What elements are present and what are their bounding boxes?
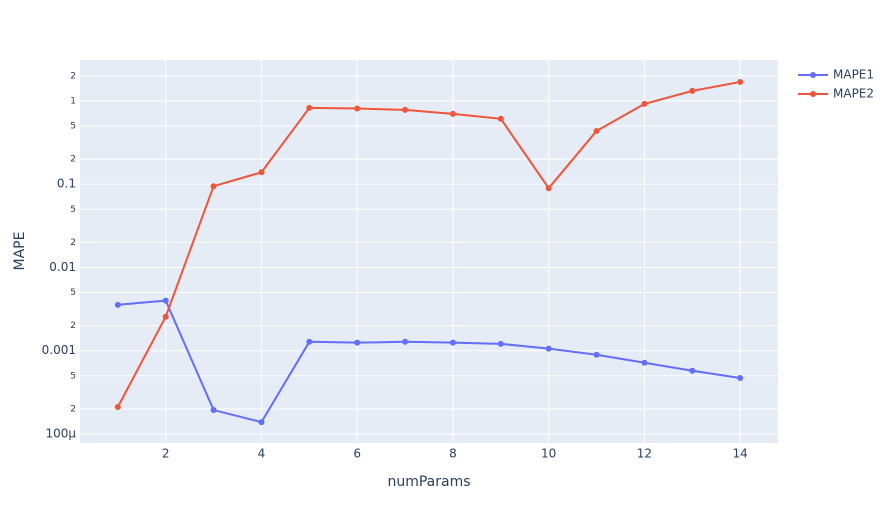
data-point xyxy=(162,313,169,320)
plot-area xyxy=(80,60,778,443)
data-point xyxy=(689,367,696,374)
series-line xyxy=(117,299,741,424)
y-tick-label: 5 xyxy=(70,121,76,131)
y-tick-label: 0.1 xyxy=(57,177,76,191)
y-tick-label: 5 xyxy=(70,371,76,381)
data-point xyxy=(689,87,696,94)
data-point xyxy=(258,169,265,176)
data-point xyxy=(114,404,121,411)
data-point xyxy=(402,106,409,113)
x-tick-label: 2 xyxy=(162,447,170,461)
y-axis-title: MAPE xyxy=(12,232,28,271)
y-tick-label: 2 xyxy=(70,404,76,414)
series-line xyxy=(116,80,741,408)
data-point xyxy=(497,115,504,122)
legend-marker xyxy=(810,91,816,97)
data-point xyxy=(114,301,121,308)
data-point xyxy=(497,340,504,347)
y-tick-label: 5 xyxy=(70,205,76,215)
y-tick-label: 0.01 xyxy=(49,260,76,274)
x-tick-label: 6 xyxy=(353,447,361,461)
data-point xyxy=(402,338,409,345)
data-point xyxy=(449,339,456,346)
data-point xyxy=(641,359,648,366)
y-tick-label: 2 xyxy=(70,155,76,165)
data-point xyxy=(306,104,313,111)
data-point xyxy=(545,185,552,192)
data-point xyxy=(593,127,600,134)
data-point xyxy=(210,183,217,190)
data-point xyxy=(593,351,600,358)
y-tick-label: 0.001 xyxy=(42,343,76,357)
y-tick-label: 5 xyxy=(70,288,76,298)
y-tick-label: 2 xyxy=(70,321,76,331)
x-tick-label: 10 xyxy=(541,447,556,461)
x-tick-label: 8 xyxy=(449,447,457,461)
data-point xyxy=(306,338,313,345)
data-point xyxy=(641,100,648,107)
legend-label: MAPE1 xyxy=(833,68,874,82)
y-tick-label: 100µ xyxy=(45,427,76,441)
data-point xyxy=(354,339,361,346)
legend-marker xyxy=(810,72,816,78)
data-point xyxy=(737,375,744,382)
y-tick-label: 1 xyxy=(70,96,76,106)
data-point xyxy=(354,105,361,112)
data-point xyxy=(449,110,456,117)
data-point xyxy=(258,419,265,426)
x-axis-title: numParams xyxy=(387,474,470,490)
data-point xyxy=(737,78,744,85)
data-point xyxy=(162,297,169,304)
data-point xyxy=(545,345,552,352)
legend-label: MAPE2 xyxy=(833,87,874,101)
data-point xyxy=(210,407,217,414)
x-tick-label: 12 xyxy=(637,447,652,461)
y-tick-label: 2 xyxy=(70,238,76,248)
x-tick-label: 14 xyxy=(733,447,748,461)
x-tick-label: 4 xyxy=(258,447,266,461)
y-tick-label: 2 xyxy=(70,71,76,81)
